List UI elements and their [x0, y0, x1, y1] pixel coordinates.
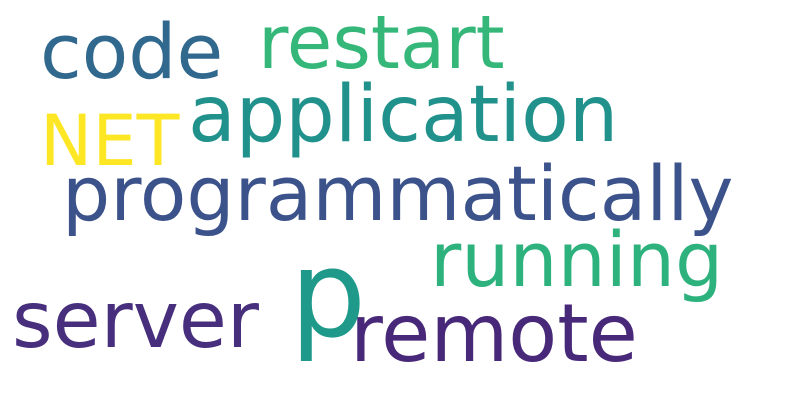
word-p: p: [290, 226, 367, 365]
word-code: code: [40, 7, 224, 96]
word-programmatically: programmatically: [62, 149, 734, 238]
word-net: NET: [40, 100, 180, 182]
word-restart: restart: [258, 0, 505, 86]
word-application: application: [188, 70, 619, 160]
word-server: server: [12, 276, 259, 366]
word-remote: remote: [350, 287, 638, 380]
word-running: running: [430, 215, 724, 304]
